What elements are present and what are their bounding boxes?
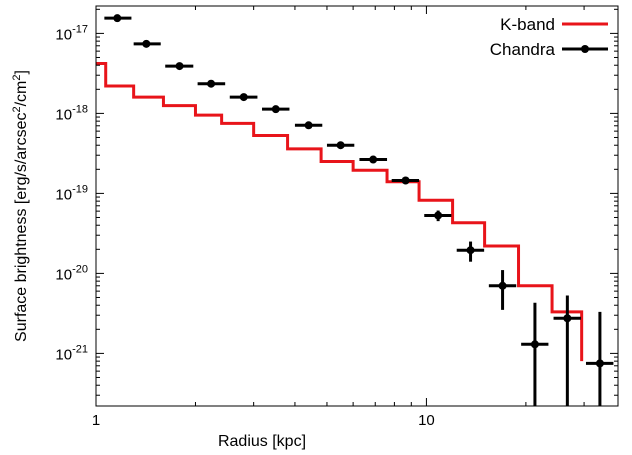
y-tick-label: 10-19 xyxy=(55,183,88,203)
chandra-marker xyxy=(271,105,280,114)
x-axis-title: Radius [kpc] xyxy=(218,433,306,450)
chandra-marker xyxy=(336,141,345,150)
chandra-marker xyxy=(401,176,410,185)
chandra-point-8 xyxy=(359,155,388,164)
chandra-point-2 xyxy=(165,62,194,71)
y-tick-label: 10-21 xyxy=(55,343,88,363)
k-band-step-line xyxy=(96,62,584,362)
chandra-point-4 xyxy=(229,93,258,102)
chandra-marker xyxy=(304,121,313,130)
x-tick-label: 10 xyxy=(418,412,435,429)
y-tick-label: 10-17 xyxy=(55,23,88,43)
axes: 1 10 10-17 10-18 10-19 10-20 10-21 xyxy=(55,5,619,429)
chandra-marker xyxy=(595,359,604,368)
legend-label-k-band: K-band xyxy=(500,15,555,34)
chandra-point-9 xyxy=(391,176,420,185)
chandra-marker xyxy=(239,93,248,102)
plot-area xyxy=(96,14,614,406)
chandra-marker xyxy=(466,246,475,255)
chandra-point-7 xyxy=(326,141,355,150)
y-tick-label: 10-18 xyxy=(55,103,88,123)
chandra-point-10 xyxy=(424,210,452,222)
chandra-marker xyxy=(563,314,572,323)
x-tick-label: 1 xyxy=(92,412,100,429)
chandra-marker xyxy=(434,211,443,220)
chandra-marker xyxy=(498,281,507,290)
chandra-marker xyxy=(175,62,184,71)
chandra-point-13 xyxy=(521,302,549,406)
chandra-marker xyxy=(113,14,122,23)
data-layer xyxy=(96,14,614,406)
y-axis-title: Surface brightness [erg/s/arcsec2/cm2] xyxy=(11,70,30,342)
chandra-point-5 xyxy=(262,105,290,114)
y-tick-label: 10-20 xyxy=(55,263,88,283)
chandra-marker xyxy=(369,155,378,164)
chandra-marker xyxy=(207,79,216,88)
chandra-point-15 xyxy=(585,311,614,406)
chandra-point-3 xyxy=(197,79,226,88)
legend-marker-chandra xyxy=(581,45,589,53)
legend-label-chandra: Chandra xyxy=(490,40,556,59)
chandra-point-12 xyxy=(488,270,517,310)
chandra-point-11 xyxy=(456,241,485,262)
chandra-marker xyxy=(142,39,151,48)
chandra-point-1 xyxy=(133,39,161,48)
legend: K-band Chandra xyxy=(490,15,608,59)
chandra-point-14 xyxy=(553,295,581,406)
chandra-marker xyxy=(530,340,539,349)
chandra-point-0 xyxy=(104,14,132,23)
chandra-point-6 xyxy=(294,121,323,130)
